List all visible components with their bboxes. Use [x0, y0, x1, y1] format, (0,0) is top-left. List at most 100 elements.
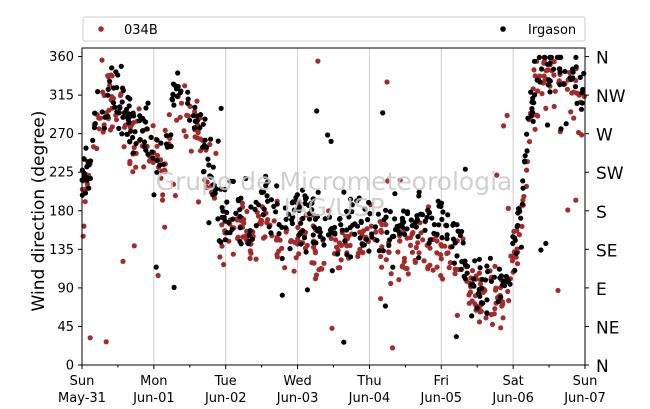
legend-label-034b: 034B	[124, 23, 158, 38]
data-point-034b	[183, 133, 189, 139]
data-point-034b	[519, 223, 525, 229]
data-point-irgason	[482, 277, 489, 283]
data-point-irgason	[561, 81, 567, 87]
data-point-034b	[409, 249, 416, 255]
data-point-034b	[107, 127, 113, 133]
data-point-034b	[397, 177, 403, 183]
data-point-irgason	[338, 222, 344, 228]
data-point-034b	[217, 254, 223, 260]
data-point-irgason	[498, 294, 504, 300]
data-point-034b	[434, 264, 440, 270]
legend: 034B Irgason	[82, 16, 586, 42]
x-tick-day: Thu	[356, 374, 381, 389]
data-point-irgason	[573, 64, 579, 70]
data-point-irgason	[218, 105, 224, 111]
data-point-034b	[122, 124, 128, 130]
data-point-irgason	[436, 222, 442, 228]
data-point-irgason	[200, 144, 206, 150]
data-point-irgason	[299, 187, 306, 193]
data-point-034b	[194, 98, 200, 104]
data-point-034b	[262, 234, 268, 240]
scatter-points	[79, 54, 587, 351]
data-point-034b	[182, 83, 188, 89]
data-point-034b	[107, 82, 113, 88]
data-point-irgason	[119, 99, 125, 105]
data-point-irgason	[360, 242, 366, 248]
data-point-034b	[253, 256, 259, 262]
data-point-irgason	[507, 281, 513, 287]
data-point-irgason	[496, 266, 502, 272]
x-tick-date: Jun-01	[132, 391, 175, 406]
data-point-irgason	[140, 128, 146, 134]
data-point-irgason	[148, 134, 154, 140]
data-point-irgason	[520, 185, 526, 191]
data-point-irgason	[522, 153, 528, 159]
data-point-irgason	[399, 215, 405, 221]
data-point-irgason	[230, 216, 236, 222]
data-point-034b	[467, 289, 474, 295]
data-point-034b	[244, 208, 250, 215]
x-tick-day: Sun	[573, 374, 598, 389]
data-point-irgason	[229, 226, 235, 232]
data-point-034b	[384, 79, 390, 85]
data-point-irgason	[311, 224, 317, 230]
data-point-irgason	[382, 303, 388, 309]
data-point-irgason	[531, 58, 538, 64]
data-point-irgason	[99, 109, 105, 115]
data-point-irgason	[498, 273, 504, 279]
y-tick-label: 360	[49, 50, 74, 65]
data-point-irgason	[395, 227, 401, 233]
data-point-irgason	[530, 95, 536, 101]
data-point-034b	[130, 169, 136, 175]
data-point-irgason	[513, 250, 519, 256]
data-point-irgason	[192, 118, 199, 124]
data-point-034b	[388, 271, 394, 277]
data-point-irgason	[491, 274, 497, 280]
data-point-irgason	[328, 138, 334, 144]
data-point-034b	[131, 144, 137, 151]
data-point-irgason	[105, 86, 111, 92]
data-point-034b	[434, 238, 440, 244]
data-point-irgason	[357, 235, 363, 241]
watermark-line-1: Grupo de Micrometeorologia	[156, 167, 513, 196]
data-point-034b	[295, 224, 301, 231]
data-point-irgason	[264, 193, 270, 199]
data-point-irgason	[366, 248, 372, 254]
data-point-irgason	[245, 241, 251, 247]
data-point-irgason	[557, 82, 563, 88]
data-point-034b	[493, 285, 499, 291]
data-point-irgason	[243, 175, 249, 182]
data-point-034b	[505, 205, 511, 211]
data-point-irgason	[547, 89, 553, 95]
data-point-034b	[437, 252, 444, 258]
data-point-irgason	[375, 211, 381, 217]
data-point-irgason	[480, 300, 486, 306]
data-point-irgason	[210, 164, 216, 170]
data-point-irgason	[185, 96, 191, 102]
data-point-irgason	[120, 114, 126, 120]
data-point-irgason	[210, 182, 216, 188]
data-point-irgason	[163, 133, 170, 139]
data-point-034b	[296, 251, 302, 257]
data-point-irgason	[439, 235, 445, 241]
data-point-irgason	[237, 238, 243, 245]
data-point-irgason	[542, 54, 548, 61]
data-point-irgason	[263, 173, 269, 179]
data-point-irgason	[112, 104, 118, 110]
data-point-034b	[568, 109, 574, 115]
data-point-irgason	[431, 230, 437, 236]
data-point-irgason	[331, 224, 338, 230]
data-point-034b	[368, 223, 374, 229]
data-point-irgason	[366, 199, 372, 206]
data-point-034b	[96, 126, 102, 132]
data-point-irgason	[276, 231, 282, 237]
data-point-irgason	[349, 202, 355, 208]
data-point-irgason	[101, 125, 107, 131]
data-point-irgason	[197, 125, 203, 131]
data-point-irgason	[468, 282, 474, 288]
data-point-034b	[535, 88, 541, 94]
data-point-irgason	[329, 268, 335, 274]
data-point-034b	[438, 242, 444, 248]
data-point-irgason	[127, 139, 133, 145]
